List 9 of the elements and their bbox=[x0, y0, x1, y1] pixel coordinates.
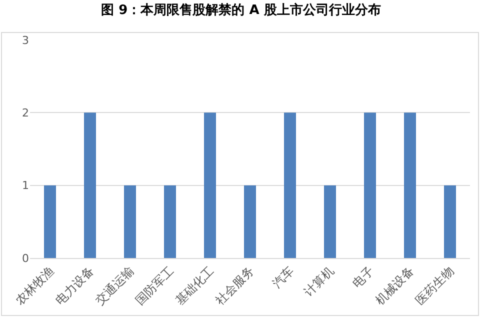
chart-title: 图 9：本周限售股解禁的 A 股上市公司行业分布 bbox=[101, 2, 381, 18]
x-tick-label: 汽车 bbox=[269, 264, 296, 291]
y-tick-label: 3 bbox=[22, 34, 29, 47]
y-tick-label: 0 bbox=[22, 252, 29, 265]
y-tick-label: 2 bbox=[22, 106, 29, 120]
x-tick-label: 医药生物 bbox=[412, 264, 456, 308]
x-tick-label: 计算机 bbox=[301, 264, 336, 300]
x-tick-label: 电子 bbox=[349, 264, 376, 291]
y-tick-label: 1 bbox=[22, 179, 29, 192]
